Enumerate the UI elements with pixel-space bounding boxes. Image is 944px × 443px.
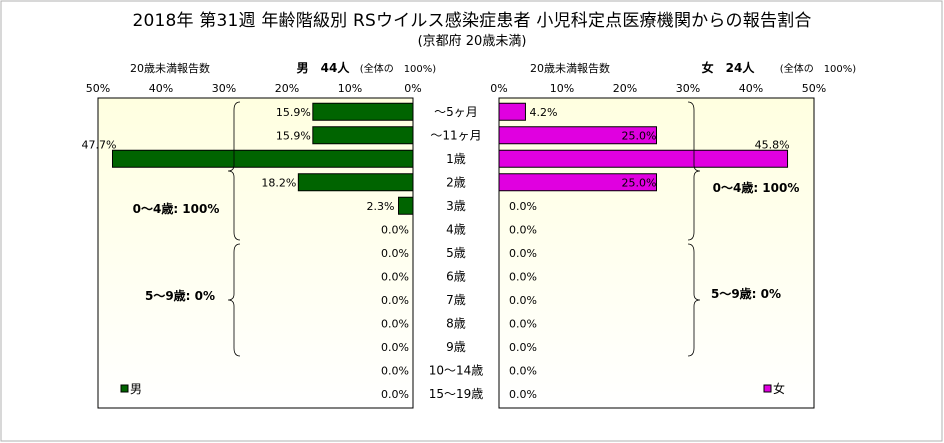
male-data-label: 0.0% xyxy=(381,364,409,377)
male-data-label: 15.9% xyxy=(276,129,311,142)
female-bar xyxy=(498,173,657,192)
female-data-label: 4.2% xyxy=(529,106,557,119)
female-bar xyxy=(498,102,526,121)
female-group-brace-5-9 xyxy=(687,243,701,357)
male-x-tick-label: 30% xyxy=(212,82,236,95)
chart-subtitle: (京都府 20歳未満) xyxy=(417,34,527,49)
male-x-tick-label: 40% xyxy=(149,82,173,95)
male-note-header: (全体の 100%) xyxy=(360,62,436,75)
category-label: 8歳 xyxy=(446,316,466,330)
female-data-label: 0.0% xyxy=(509,294,537,307)
female-data-label: 0.0% xyxy=(509,223,537,236)
female-data-label: 0.0% xyxy=(509,388,537,401)
female-group-label: 5～9歳: 0% xyxy=(711,286,781,301)
female-x-tick-label: 20% xyxy=(613,82,637,95)
male-x-tick-label: 50% xyxy=(86,82,110,95)
male-x-tick-label: 20% xyxy=(275,82,299,95)
male-data-label: 18.2% xyxy=(261,176,296,189)
category-label: 6歳 xyxy=(446,269,466,283)
female-data-label: 0.0% xyxy=(509,247,537,260)
male-group-label: 5～9歳: 0% xyxy=(145,288,215,303)
category-label: 5歳 xyxy=(446,246,466,260)
male-bar xyxy=(297,173,414,192)
female-data-label: 0.0% xyxy=(509,364,537,377)
male-data-label: 0.0% xyxy=(381,341,409,354)
male-x-tick-label: 10% xyxy=(338,82,362,95)
category-label: 3歳 xyxy=(446,199,466,213)
male-legend-label: 男 xyxy=(130,382,142,396)
male-data-label: 0.0% xyxy=(381,388,409,401)
male-data-label: 0.0% xyxy=(381,270,409,283)
female-data-label: 0.0% xyxy=(509,270,537,283)
male-bar xyxy=(398,196,414,215)
female-group-brace-0-4 xyxy=(687,101,701,241)
category-label: 2歳 xyxy=(446,175,466,189)
female-x-tick-label: 10% xyxy=(550,82,574,95)
male-total-header: 男 44人 xyxy=(297,60,351,75)
female-note-header: (全体の 100%) xyxy=(780,62,856,75)
category-label: 7歳 xyxy=(446,293,466,307)
male-data-label: 47.7% xyxy=(82,138,117,151)
female-data-label: 0.0% xyxy=(509,341,537,354)
male-data-label: 0.0% xyxy=(381,317,409,330)
female-data-label: 25.0% xyxy=(622,176,657,189)
female-bar xyxy=(498,126,657,145)
female-count-header: 20歳未満報告数 xyxy=(530,62,610,75)
female-data-label: 45.8% xyxy=(755,138,790,151)
male-group-brace-5-9 xyxy=(227,243,241,357)
chart-title: 2018年 第31週 年齢階級別 RSウイルス感染症患者 小児科定点医療機関から… xyxy=(132,11,812,31)
female-x-tick-label: 0% xyxy=(490,82,507,95)
female-x-tick-label: 30% xyxy=(676,82,700,95)
male-x-tick-label: 0% xyxy=(404,82,421,95)
female-legend-swatch xyxy=(763,384,772,393)
male-group-label: 0～4歳: 100% xyxy=(133,201,220,216)
male-data-label: 0.0% xyxy=(381,247,409,260)
female-plot-area xyxy=(498,97,815,409)
female-group-label: 0～4歳: 100% xyxy=(713,180,800,195)
male-data-label: 15.9% xyxy=(276,106,311,119)
male-data-label: 2.3% xyxy=(367,200,395,213)
male-data-label: 0.0% xyxy=(381,223,409,236)
male-bar xyxy=(111,149,414,168)
female-data-label: 0.0% xyxy=(509,200,537,213)
male-bar xyxy=(312,126,414,145)
male-data-label: 0.0% xyxy=(381,294,409,307)
female-x-tick-label: 40% xyxy=(739,82,763,95)
female-data-label: 0.0% xyxy=(509,317,537,330)
female-total-header: 女 24人 xyxy=(702,60,756,75)
female-legend-label: 女 xyxy=(773,381,785,396)
category-label: ～5ヶ月 xyxy=(434,105,478,119)
category-label: 4歳 xyxy=(446,222,466,236)
category-label: 1歳 xyxy=(446,152,466,166)
category-label: 15～19歳 xyxy=(429,387,484,401)
male-legend-swatch xyxy=(120,384,129,393)
category-label: 10～14歳 xyxy=(429,363,484,377)
category-label: ～11ヶ月 xyxy=(430,128,481,142)
category-label: 9歳 xyxy=(446,340,466,354)
female-bar xyxy=(498,149,789,168)
male-count-header: 20歳未満報告数 xyxy=(130,62,210,75)
female-x-tick-label: 50% xyxy=(802,82,826,95)
male-plot-area xyxy=(97,97,414,409)
male-group-brace-0-4 xyxy=(227,101,241,241)
female-data-label: 25.0% xyxy=(622,129,657,142)
male-bar xyxy=(312,102,414,121)
